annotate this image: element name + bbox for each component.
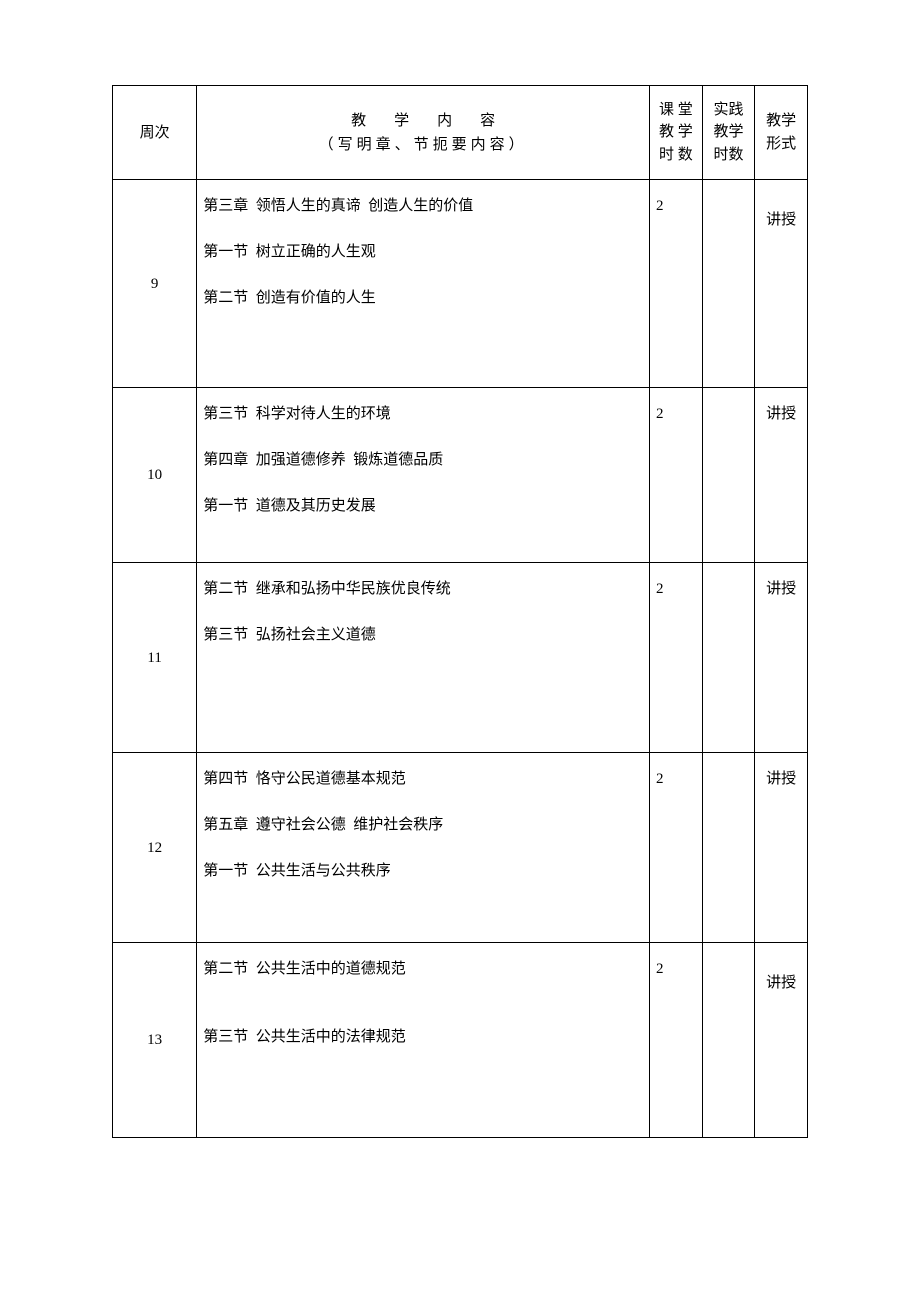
schedule-table-container: 周次 教学内容 （写明章、节扼要内容） 课 堂 教 学 时 数 实践 教学 时数…	[112, 85, 808, 1138]
content-line: 第三章 领悟人生的真谛 创造人生的价值	[203, 194, 643, 218]
cell-week: 9	[113, 180, 197, 388]
cell-week: 12	[113, 753, 197, 943]
content-line: 第一节 树立正确的人生观	[203, 240, 643, 264]
header-content-line2: （写明章、节扼要内容）	[319, 137, 528, 153]
header-practice-hours: 实践 教学 时数	[702, 86, 755, 180]
header-week: 周次	[113, 86, 197, 180]
content-line: 第三节 公共生活中的法律规范	[203, 1025, 643, 1049]
content-line: 第二节 公共生活中的道德规范	[203, 957, 643, 981]
cell-class-hours: 2	[650, 180, 703, 388]
cell-form: 讲授	[755, 943, 808, 1138]
cell-form: 讲授	[755, 563, 808, 753]
content-line: 第三节 弘扬社会主义道德	[203, 623, 643, 647]
cell-content: 第二节 继承和弘扬中华民族优良传统第三节 弘扬社会主义道德	[197, 563, 650, 753]
content-line: 第三节 科学对待人生的环境	[203, 402, 643, 426]
cell-practice-hours	[702, 753, 755, 943]
cell-practice-hours	[702, 388, 755, 563]
cell-form: 讲授	[755, 753, 808, 943]
cell-class-hours: 2	[650, 943, 703, 1138]
schedule-table: 周次 教学内容 （写明章、节扼要内容） 课 堂 教 学 时 数 实践 教学 时数…	[112, 85, 808, 1138]
cell-class-hours: 2	[650, 753, 703, 943]
table-row: 9第三章 领悟人生的真谛 创造人生的价值第一节 树立正确的人生观第二节 创造有价…	[113, 180, 808, 388]
cell-content: 第四节 恪守公民道德基本规范第五章 遵守社会公德 维护社会秩序第一节 公共生活与…	[197, 753, 650, 943]
cell-form: 讲授	[755, 180, 808, 388]
cell-class-hours: 2	[650, 563, 703, 753]
cell-practice-hours	[702, 180, 755, 388]
content-line: 第二节 继承和弘扬中华民族优良传统	[203, 577, 643, 601]
table-row: 12第四节 恪守公民道德基本规范第五章 遵守社会公德 维护社会秩序第一节 公共生…	[113, 753, 808, 943]
table-row: 13第二节 公共生活中的道德规范第三节 公共生活中的法律规范2讲授	[113, 943, 808, 1138]
header-form: 教学 形式	[755, 86, 808, 180]
header-content-line1: 教学内容	[323, 113, 523, 129]
cell-form: 讲授	[755, 388, 808, 563]
header-class-hours: 课 堂 教 学 时 数	[650, 86, 703, 180]
content-line: 第五章 遵守社会公德 维护社会秩序	[203, 813, 643, 837]
table-row: 11第二节 继承和弘扬中华民族优良传统第三节 弘扬社会主义道德2讲授	[113, 563, 808, 753]
cell-class-hours: 2	[650, 388, 703, 563]
cell-week: 11	[113, 563, 197, 753]
header-content: 教学内容 （写明章、节扼要内容）	[197, 86, 650, 180]
cell-week: 10	[113, 388, 197, 563]
cell-content: 第二节 公共生活中的道德规范第三节 公共生活中的法律规范	[197, 943, 650, 1138]
content-line: 第一节 公共生活与公共秩序	[203, 859, 643, 883]
table-body: 9第三章 领悟人生的真谛 创造人生的价值第一节 树立正确的人生观第二节 创造有价…	[113, 180, 808, 1138]
cell-content: 第三节 科学对待人生的环境第四章 加强道德修养 锻炼道德品质第一节 道德及其历史…	[197, 388, 650, 563]
content-line: 第四章 加强道德修养 锻炼道德品质	[203, 448, 643, 472]
table-header-row: 周次 教学内容 （写明章、节扼要内容） 课 堂 教 学 时 数 实践 教学 时数…	[113, 86, 808, 180]
cell-content: 第三章 领悟人生的真谛 创造人生的价值第一节 树立正确的人生观第二节 创造有价值…	[197, 180, 650, 388]
table-row: 10第三节 科学对待人生的环境第四章 加强道德修养 锻炼道德品质第一节 道德及其…	[113, 388, 808, 563]
content-line: 第二节 创造有价值的人生	[203, 286, 643, 310]
cell-practice-hours	[702, 943, 755, 1138]
content-line: 第四节 恪守公民道德基本规范	[203, 767, 643, 791]
cell-week: 13	[113, 943, 197, 1138]
cell-practice-hours	[702, 563, 755, 753]
content-line: 第一节 道德及其历史发展	[203, 494, 643, 518]
